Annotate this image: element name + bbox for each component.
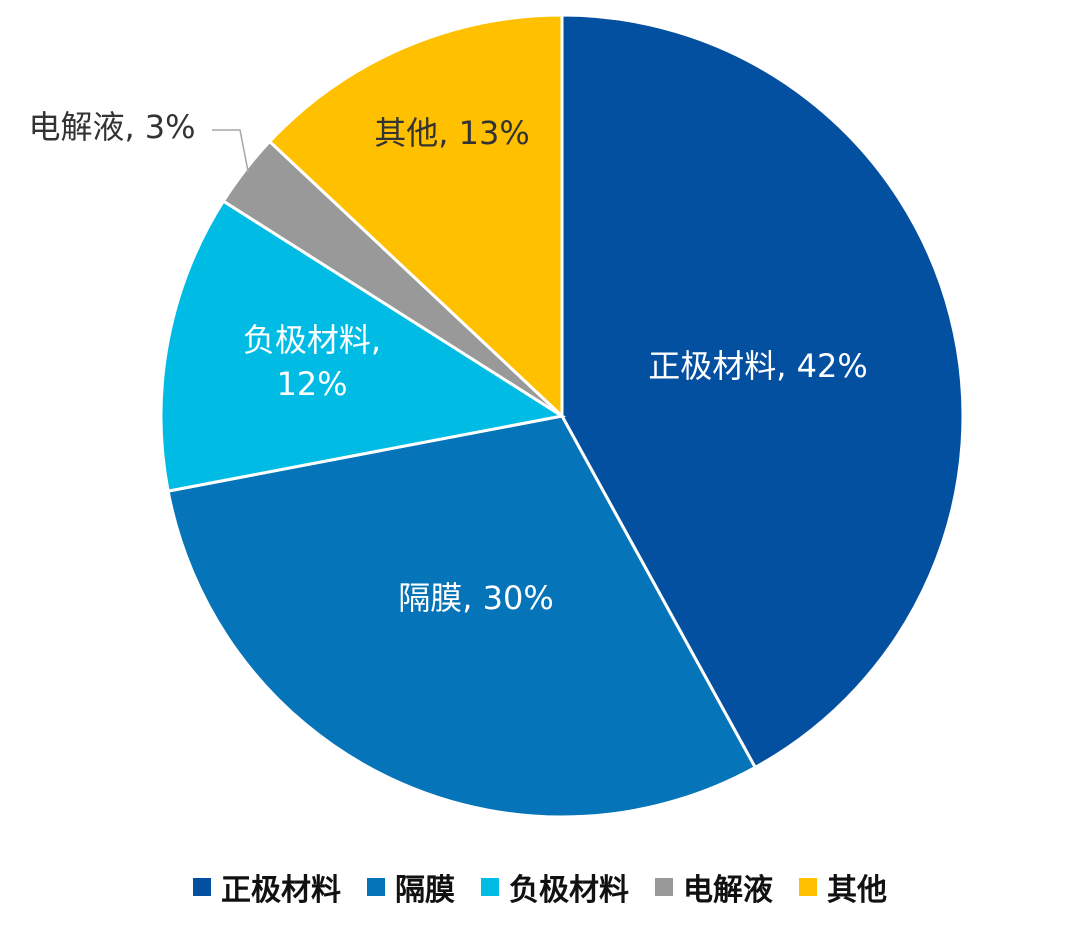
legend-item-5: 其他	[799, 865, 887, 909]
slice-label-2: 隔膜, 30%	[398, 579, 553, 617]
legend-swatch	[481, 878, 499, 896]
slice-label-4: 电解液, 3%	[28, 108, 195, 146]
slice-labels: 正极材料, 42% 隔膜, 30% 负极材料, 12% 电解液, 3% 其他, 13%	[28, 108, 867, 617]
legend-swatch	[367, 878, 385, 896]
legend-label: 电解液	[683, 873, 773, 908]
legend-swatch	[193, 878, 211, 896]
legend-item-3: 负极材料	[481, 865, 629, 909]
slices-group	[159, 13, 965, 819]
pie-slice-1	[560, 13, 965, 770]
slice-label-3-line-2: 12%	[276, 365, 347, 403]
legend-label: 正极材料	[221, 873, 341, 908]
legend-item-1: 正极材料	[193, 865, 341, 909]
legend-label: 负极材料	[509, 873, 629, 908]
pie-slice-2	[166, 414, 758, 819]
pie-slice-5	[267, 13, 564, 420]
slice-label-3-line-1: 负极材料,	[243, 321, 381, 359]
legend-swatch	[799, 878, 817, 896]
legend-item-2: 隔膜	[367, 865, 455, 909]
legend: 正极材料 隔膜 负极材料 电解液 其他	[0, 862, 1080, 912]
pie-slice-3	[159, 199, 567, 493]
legend-label: 隔膜	[395, 873, 455, 908]
leader-line	[212, 129, 250, 173]
slice-label-5: 其他, 13%	[374, 114, 529, 152]
legend-label: 其他	[827, 873, 887, 908]
legend-swatch	[655, 878, 673, 896]
slice-label-1: 正极材料, 42%	[648, 347, 867, 385]
leader-lines	[212, 129, 250, 173]
legend-item-4: 电解液	[655, 865, 773, 909]
